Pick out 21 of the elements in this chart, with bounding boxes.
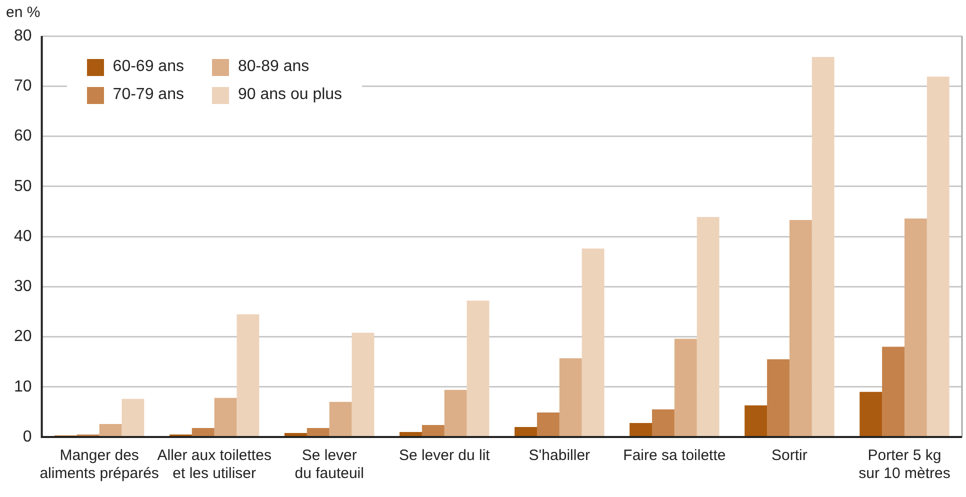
y-tick-label: 70 (14, 78, 32, 95)
legend-label: 90 ans ou plus (238, 86, 342, 104)
y-tick-label: 20 (14, 328, 32, 346)
y-axis-title: en % (6, 4, 40, 21)
y-tick-label: 30 (14, 278, 32, 296)
legend-label: 80-89 ans (238, 58, 310, 76)
y-tick-label: 10 (14, 378, 32, 396)
x-tick-label: Porter 5 kg sur 10 mètres (858, 447, 950, 482)
x-tick-label: Faire sa toilette (623, 447, 726, 464)
y-tick-label: 80 (14, 27, 32, 44)
x-tick-label: S'habiller (528, 447, 590, 464)
y-tick-label: 40 (14, 228, 32, 245)
y-tick-label: 0 (22, 428, 32, 446)
x-tick-label: Se lever du fauteuil (294, 447, 364, 482)
x-tick-label: Aller aux toilettes et les utiliser (157, 447, 272, 482)
legend-label: 70-79 ans (112, 86, 184, 104)
x-tick-label: Sortir (772, 447, 808, 464)
x-tick-label: Se lever du lit (398, 447, 491, 464)
y-tick-label: 60 (14, 128, 32, 145)
legend-label: 60-69 ans (112, 58, 184, 76)
y-tick-label: 50 (14, 178, 32, 195)
